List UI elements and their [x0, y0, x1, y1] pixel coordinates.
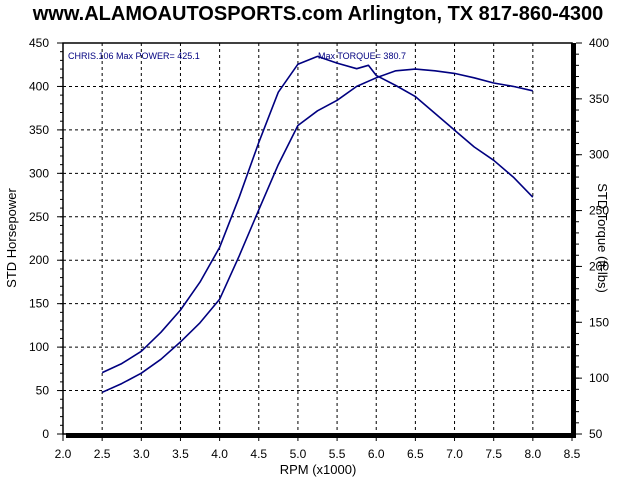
y2-tick-label: 150 — [589, 315, 609, 329]
y-tick-label: 150 — [29, 297, 49, 311]
x-tick-label: 5.5 — [329, 447, 346, 461]
x-tick-label: 8.5 — [564, 447, 581, 461]
y2-axis-title: STD Torque (ft-lbs) — [595, 183, 610, 293]
y2-tick-label: 300 — [589, 148, 609, 162]
y2-tick-label: 400 — [589, 36, 609, 50]
y-tick-label: 100 — [29, 340, 49, 354]
run-info-annotation: CHRIS.106 Max POWER= 425.1 — [68, 51, 200, 61]
x-tick-label: 4.0 — [211, 447, 228, 461]
axis-ticks: 2.0 2.5 3.0 3.5 4.0 4.5 5.0 5.5 6.0 6.5 7.0 7.5 8.0 8… — [29, 36, 609, 461]
y2-tick-label: 50 — [589, 427, 603, 441]
y-tick-label: 450 — [29, 36, 49, 50]
x-tick-label: 7.5 — [485, 447, 502, 461]
y-tick-label: 400 — [29, 79, 49, 93]
y2-tick-label: 200 — [589, 259, 609, 273]
y-tick-label: 250 — [29, 210, 49, 224]
x-tick-label: 8.0 — [525, 447, 542, 461]
grid-lines — [63, 43, 572, 434]
y-tick-label: 50 — [36, 384, 50, 398]
y2-tick-label: 350 — [589, 92, 609, 106]
x-tick-label: 3.5 — [172, 447, 189, 461]
data-series — [101, 55, 534, 394]
y-tick-label: 350 — [29, 123, 49, 137]
right-axis-bar — [571, 43, 576, 438]
y2-tick-label: 100 — [589, 371, 609, 385]
x-tick-label: 3.0 — [133, 447, 150, 461]
x-tick-label: 6.0 — [368, 447, 385, 461]
x-axis-title: RPM (x1000) — [280, 462, 357, 477]
x-tick-label: 6.5 — [407, 447, 424, 461]
x-tick-label: 5.0 — [290, 447, 307, 461]
y2-tick-label: 250 — [589, 204, 609, 218]
chart-title: www.ALAMOAUTOSPORTS.com Arlington, TX 81… — [32, 3, 603, 25]
y-tick-label: 200 — [29, 253, 49, 267]
x-axis-bar — [66, 433, 572, 438]
max-torque-annotation: Max TORQUE= 380.7 — [318, 51, 406, 61]
y-tick-label: 300 — [29, 166, 49, 180]
y-tick-label: 0 — [42, 427, 49, 441]
x-tick-label: 2.0 — [55, 447, 72, 461]
x-tick-label: 7.0 — [446, 447, 463, 461]
torque-curve — [101, 55, 534, 374]
horsepower-curve — [101, 68, 533, 394]
x-tick-label: 2.5 — [94, 447, 111, 461]
y-axis-title: STD Horsepower — [4, 187, 19, 287]
x-tick-label: 4.5 — [250, 447, 267, 461]
